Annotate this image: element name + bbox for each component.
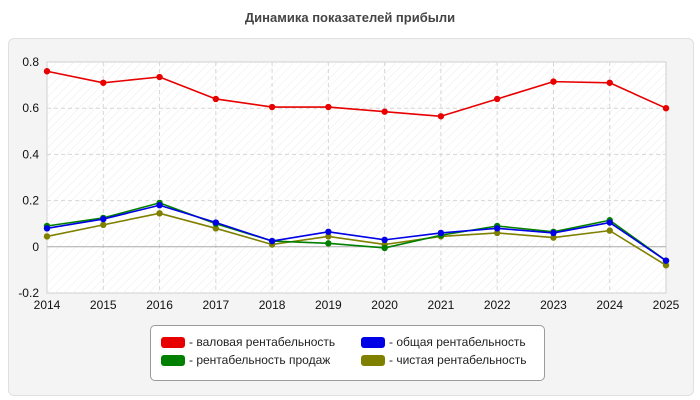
data-point [550,234,557,241]
chart-title: Динамика показателей прибыли [244,10,456,25]
x-tick-label: 2022 [484,298,511,312]
data-point [662,105,670,112]
legend-swatch [361,336,385,348]
data-point [606,227,613,234]
x-tick-label: 2024 [596,298,623,312]
data-point [662,262,670,269]
x-tick-label: 2017 [202,298,229,312]
legend-item-sales-profitability: - рентабельность продаж [161,352,330,368]
series-lines [43,68,670,269]
y-tick-labels: -0.2 0 0.2 0.4 0.6 0.8 [18,55,39,300]
data-point [43,225,51,232]
data-point [268,103,276,111]
data-point [212,219,220,226]
data-point [550,78,557,85]
y-tick-label: 0.2 [22,194,39,208]
data-point [100,79,107,86]
legend-swatch [161,354,185,366]
legend-swatch [161,336,185,348]
chart-legend: - валовая рентабельность - общая рентабе… [150,325,545,381]
data-point [662,257,670,264]
legend-label: - валовая рентабельность [189,335,336,349]
x-tick-label: 2021 [428,298,455,312]
x-tick-label: 2023 [540,298,567,312]
y-tick-label: 0.4 [22,147,39,161]
y-tick-label: 0.8 [22,55,39,69]
data-point [606,79,613,86]
data-point [212,95,220,103]
data-point [156,202,163,209]
legend-item-net-profitability: - чистая рентабельность [361,352,526,368]
legend-label: - чистая рентабельность [389,353,527,367]
data-point [100,221,107,229]
series-line [46,202,667,262]
legend-item-total-profitability: - общая рентабельность [361,334,526,350]
data-point [100,215,107,223]
x-tick-labels: 2014 2015 2016 2017 2018 2019 2020 2021 2022 2023… [34,298,680,312]
data-point [156,73,163,81]
data-point [437,113,445,120]
x-tick-label: 2019 [315,298,342,312]
series-line [46,212,667,266]
data-point [381,244,388,252]
legend-swatch [361,354,385,366]
x-tick-label: 2025 [653,298,680,312]
plot-area-hatch [47,62,666,293]
data-point [606,219,613,226]
data-point [325,233,332,240]
data-point [156,210,163,217]
data-point [268,237,276,245]
x-tick-label: 2014 [34,298,61,312]
data-point [325,240,332,247]
data-point [493,95,501,103]
y-tick-label: -0.2 [18,286,39,300]
data-point [212,225,220,232]
data-point [550,229,557,237]
data-point [325,228,332,235]
x-tick-label: 2015 [90,298,117,312]
y-tick-label: 0 [32,240,39,254]
x-tick-label: 2018 [259,298,286,312]
series-line [46,70,667,118]
data-point [381,236,388,244]
data-point [43,68,51,75]
y-tick-label: 0.6 [22,101,39,115]
legend-label: - общая рентабельность [389,335,526,349]
legend-label: - рентабельность продаж [189,353,331,367]
data-point [493,229,501,237]
legend-item-gross-margin: - валовая рентабельность [161,334,335,350]
series-line [46,204,667,262]
data-point [437,229,445,237]
x-tick-label: 2020 [371,298,398,312]
data-point [43,233,51,240]
data-point [381,108,388,115]
x-tick-label: 2016 [146,298,173,312]
data-point [325,103,332,111]
data-point [493,225,501,232]
